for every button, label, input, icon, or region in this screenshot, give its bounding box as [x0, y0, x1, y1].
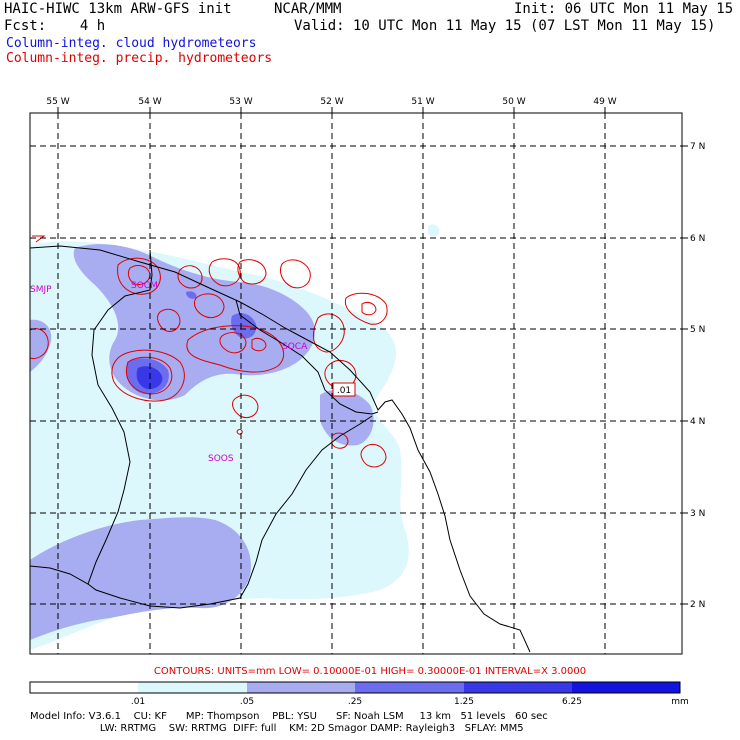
precip-contour: [117, 257, 161, 295]
lon-label-53w: 53 W: [229, 97, 252, 107]
precip-contour: [360, 443, 387, 468]
precip-contour: [127, 265, 151, 285]
precip-contour: [186, 325, 284, 373]
contour-label: .01: [337, 386, 351, 396]
precip-contour: [208, 258, 241, 287]
plot-frame: [29, 112, 683, 655]
boundaries: [30, 245, 531, 653]
lat-label-6n: 6 N: [690, 234, 705, 244]
lon-label-49w: 49 W: [593, 97, 616, 107]
colorbar-bin-2: [247, 682, 355, 693]
colorbar: .01 .05 .25 1.25 6.25 mm: [29, 681, 689, 707]
colorbar-tick-label: .05: [240, 697, 254, 707]
cloud-field-medium-west: [30, 319, 52, 372]
cloud-field-light-islet: [428, 224, 440, 237]
precip-contour: [313, 313, 345, 353]
border-east: [87, 299, 379, 609]
lat-label-2n: 2 N: [690, 600, 705, 610]
cloud-field-core: [136, 366, 163, 390]
precip-contour: [279, 259, 311, 289]
cloud-field-medium-coast: [320, 389, 374, 446]
station-smjp: SMJP: [30, 285, 52, 295]
station-soca: SOCA: [282, 342, 308, 352]
lat-label-4n: 4 N: [690, 417, 705, 427]
precip-contour: [232, 394, 259, 419]
colorbar-bin-0: [30, 682, 138, 693]
model-source: NCAR/MMM: [274, 1, 342, 17]
colorbar-frame: [29, 681, 681, 694]
colorbar-tick-label: .25: [348, 697, 362, 707]
lat-label-3n: 3 N: [690, 509, 705, 519]
lon-label-50w: 50 W: [502, 97, 525, 107]
colorbar-units: mm: [671, 697, 689, 707]
precip-contour: [331, 432, 349, 449]
valid-time: Valid: 10 UTC Mon 11 May 15 (07 LST Mon …: [294, 18, 716, 34]
lat-label-5n: 5 N: [690, 325, 705, 335]
precip-contour: [193, 293, 225, 319]
lon-label-54w: 54 W: [138, 97, 161, 107]
init-time: Init: 06 UTC Mon 11 May 15: [514, 1, 734, 17]
lon-label-52w: 52 W: [320, 97, 343, 107]
lat-label-7n: 7 N: [690, 142, 705, 152]
colorbar-bin-4: [464, 682, 572, 693]
colorbar-bin-3: [355, 682, 464, 693]
coastline: [30, 245, 531, 653]
precip-contour: [111, 349, 185, 402]
precip-contour: [219, 332, 247, 354]
precip-contour: [361, 301, 377, 316]
colorbar-tick-label: .01: [131, 697, 145, 707]
model-info-line-1: Model Info: V3.6.1 CU: KF MP: Thompson P…: [30, 711, 548, 722]
precip-contour: [177, 265, 203, 289]
cloud-field-light-east: [358, 494, 402, 552]
model-info-line-2: LW: RRTMG SW: RRTMG DIFF: full KM: 2D Sm…: [30, 723, 524, 734]
cloud-field-medium-south: [30, 517, 251, 640]
legend-cloud-hydrometeors: Column-integ. cloud hydrometeors: [6, 36, 257, 51]
tick-marks: [57, 107, 688, 605]
graticule: [30, 113, 682, 654]
precip-contour: [237, 259, 267, 285]
colorbar-bin-5: [572, 682, 680, 693]
precip-contour: [32, 235, 46, 243]
precip-contour: [30, 328, 49, 359]
precip-contour: [251, 337, 267, 352]
precip-contour: [344, 292, 388, 325]
colorbar-tick-label: 1.25: [454, 697, 474, 707]
colorbar-bin-1: [138, 682, 247, 693]
lon-label-55w: 55 W: [46, 97, 69, 107]
station-soos: SOOS: [208, 454, 234, 464]
station-socm: SOCM: [131, 281, 158, 291]
precip-contour: [157, 308, 181, 332]
legend-precip-hydrometeors: Column-integ. precip. hydrometeors: [6, 51, 273, 66]
contour-label-box: [332, 382, 356, 397]
colorbar-tick-label: 6.25: [562, 697, 582, 707]
lon-label-51w: 51 W: [411, 97, 434, 107]
forecast-hour: Fcst: 4 h: [4, 18, 106, 34]
contours-info: CONTOURS: UNITS=mm LOW= 0.10000E-01 HIGH…: [153, 666, 587, 677]
cloud-field-small-dense: [186, 291, 197, 299]
model-title: HAIC-HIWC 13km ARW-GFS init: [4, 1, 232, 17]
